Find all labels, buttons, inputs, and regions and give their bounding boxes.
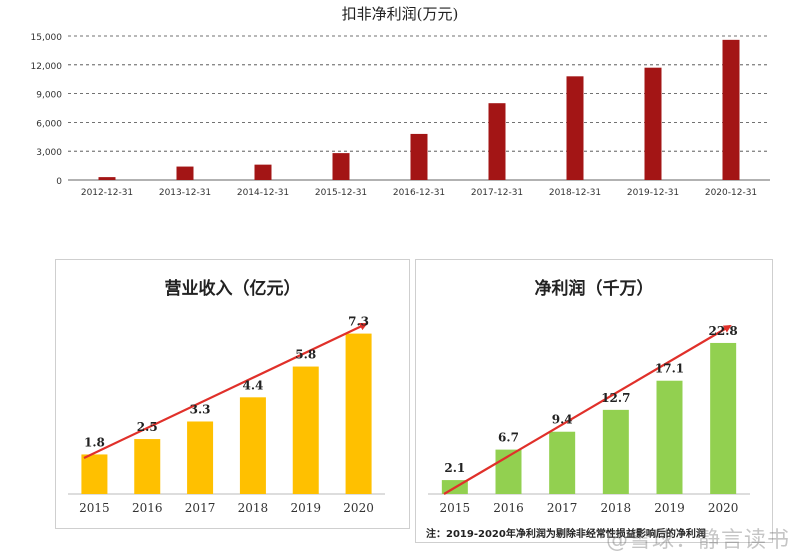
y-tick-label: 6,000: [36, 119, 62, 129]
revenue-panel: 营业收入（亿元）: [55, 259, 410, 529]
y-tick-label: 3,000: [36, 148, 62, 158]
x-tick-label: 2018-12-31: [549, 188, 601, 198]
revenue-chart-title: 营业收入（亿元）: [164, 279, 301, 299]
x-tick-label: 2013-12-31: [159, 188, 211, 198]
bar: [722, 39, 740, 181]
x-tick-label: 2019-12-31: [627, 188, 679, 198]
net-profit-panel: 净利润（千万）: [415, 259, 773, 543]
y-tick-label: 9,000: [36, 91, 62, 101]
bar: [254, 164, 272, 180]
watermark: @雪球：静言读书: [605, 528, 790, 553]
x-tick-label: 2015-12-31: [315, 188, 367, 198]
x-tick-label: 2016-12-31: [393, 188, 445, 198]
x-tick-label: 2014-12-31: [237, 188, 289, 198]
bar: [176, 166, 194, 180]
y-tick-label: 12,000: [31, 62, 63, 72]
deducted-net-profit-chart: 扣非净利润(万元) 0 3,000 6,000 9,000 12,000 15,000 201…: [31, 5, 770, 198]
chart-title: 扣非净利润(万元): [342, 5, 459, 23]
bar: [488, 103, 506, 180]
bar: [566, 76, 584, 180]
x-tick-label: 2017-12-31: [471, 188, 523, 198]
x-tick-label: 2012-12-31: [81, 188, 133, 198]
bar: [644, 67, 662, 180]
bar: [410, 133, 428, 180]
net-profit-chart-title: 净利润（千万）: [534, 279, 654, 299]
bar: [332, 153, 350, 180]
y-tick-label: 15,000: [31, 33, 63, 43]
x-tick-label: 2020-12-31: [705, 188, 757, 198]
y-tick-label: 0: [56, 177, 62, 187]
bar: [98, 177, 116, 180]
